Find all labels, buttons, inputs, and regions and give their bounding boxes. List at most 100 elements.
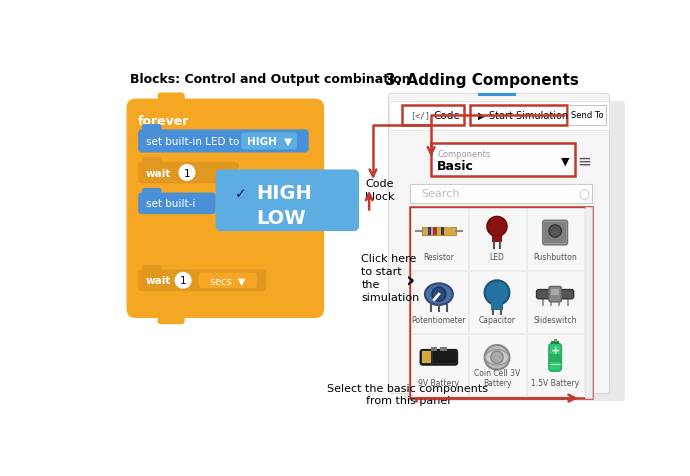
Text: LOW: LOW (256, 208, 306, 228)
Text: Code
block: Code block (365, 178, 395, 202)
Text: Capacitor: Capacitor (478, 316, 515, 325)
Bar (388, 102, 609, 131)
Bar (469, 335, 526, 396)
Text: Select the basic components
from this panel: Select the basic components from this pa… (327, 384, 489, 405)
Bar (428, 228, 431, 236)
Bar (433, 228, 437, 236)
FancyBboxPatch shape (241, 133, 297, 150)
FancyBboxPatch shape (537, 290, 573, 299)
Text: 3. Adding Components: 3. Adding Components (384, 72, 578, 88)
Bar (411, 271, 468, 333)
Text: secs  ▼: secs ▼ (210, 276, 245, 286)
Text: Slideswitch: Slideswitch (533, 316, 577, 325)
Bar (560, 222, 566, 244)
Bar (527, 335, 584, 396)
Circle shape (484, 345, 509, 370)
Circle shape (487, 217, 507, 237)
FancyBboxPatch shape (138, 270, 266, 291)
Text: ○: ○ (578, 188, 589, 200)
Text: —: — (549, 359, 561, 369)
Text: forever: forever (138, 115, 190, 128)
Text: 9V Battery: 9V Battery (418, 378, 460, 387)
Circle shape (179, 165, 195, 182)
Bar (402, 106, 464, 126)
FancyBboxPatch shape (157, 312, 185, 325)
FancyBboxPatch shape (549, 287, 562, 302)
Circle shape (432, 288, 446, 301)
Bar (477, 94, 516, 96)
Bar (549, 355, 562, 362)
Text: Potentiometer: Potentiometer (411, 316, 466, 325)
Text: wait: wait (146, 168, 171, 178)
Ellipse shape (425, 284, 453, 305)
FancyBboxPatch shape (138, 162, 239, 184)
Bar (411, 335, 468, 396)
FancyBboxPatch shape (388, 94, 609, 394)
FancyBboxPatch shape (142, 125, 161, 136)
Text: wait: wait (146, 276, 171, 286)
Text: Send To: Send To (571, 111, 603, 120)
Bar (441, 228, 444, 236)
FancyBboxPatch shape (199, 273, 257, 288)
FancyBboxPatch shape (142, 158, 161, 167)
Bar (527, 208, 584, 270)
Bar (544, 222, 566, 228)
Text: ›: › (406, 270, 415, 290)
Text: HIGH  ▼: HIGH ▼ (246, 137, 292, 147)
Text: Start Simulation: Start Simulation (489, 110, 569, 120)
Text: set built-i: set built-i (146, 199, 195, 209)
Bar (551, 289, 559, 295)
Bar (469, 208, 526, 270)
Bar (493, 236, 502, 242)
Bar (422, 351, 431, 364)
Circle shape (491, 351, 503, 364)
Text: Components: Components (437, 150, 491, 159)
Text: [</]: [</] (410, 111, 430, 120)
Circle shape (549, 226, 562, 238)
Bar (491, 304, 503, 310)
Text: Pushbutton: Pushbutton (533, 253, 577, 261)
Bar (551, 341, 559, 345)
Bar (569, 106, 606, 126)
Text: LED: LED (490, 253, 504, 261)
Text: Coin Cell 3V
Battery: Coin Cell 3V Battery (474, 368, 520, 387)
Bar (553, 339, 557, 342)
Circle shape (175, 272, 192, 289)
Text: Search: Search (421, 189, 460, 199)
Bar (410, 185, 592, 203)
Text: ▶: ▶ (477, 110, 485, 120)
Bar (544, 222, 551, 244)
Bar (470, 106, 566, 126)
Text: 1: 1 (180, 276, 186, 286)
Ellipse shape (485, 350, 509, 365)
Bar (544, 238, 566, 244)
Bar (584, 208, 592, 398)
FancyBboxPatch shape (138, 130, 308, 153)
FancyBboxPatch shape (216, 170, 359, 231)
Text: ✓: ✓ (235, 187, 247, 201)
Text: Basic: Basic (437, 159, 474, 172)
FancyBboxPatch shape (549, 344, 562, 371)
FancyBboxPatch shape (404, 102, 625, 401)
Text: Code: Code (433, 110, 460, 120)
Bar (411, 208, 468, 270)
Text: 1: 1 (184, 168, 190, 178)
FancyBboxPatch shape (543, 221, 568, 245)
Text: set built-in LED to: set built-in LED to (146, 137, 239, 147)
FancyBboxPatch shape (126, 99, 324, 318)
Text: 1.5V Battery: 1.5V Battery (531, 378, 579, 387)
Bar (440, 347, 446, 351)
Text: ≡: ≡ (577, 152, 591, 170)
Bar (422, 228, 456, 236)
Text: Click here
to start
the
simulation: Click here to start the simulation (362, 253, 420, 303)
FancyBboxPatch shape (142, 265, 161, 275)
FancyBboxPatch shape (142, 188, 161, 198)
Bar (431, 347, 437, 351)
FancyBboxPatch shape (157, 93, 185, 106)
Text: +: + (551, 345, 560, 355)
Bar (527, 271, 584, 333)
Bar (469, 271, 526, 333)
Bar (410, 208, 592, 398)
Bar (446, 228, 450, 236)
FancyBboxPatch shape (420, 350, 457, 365)
